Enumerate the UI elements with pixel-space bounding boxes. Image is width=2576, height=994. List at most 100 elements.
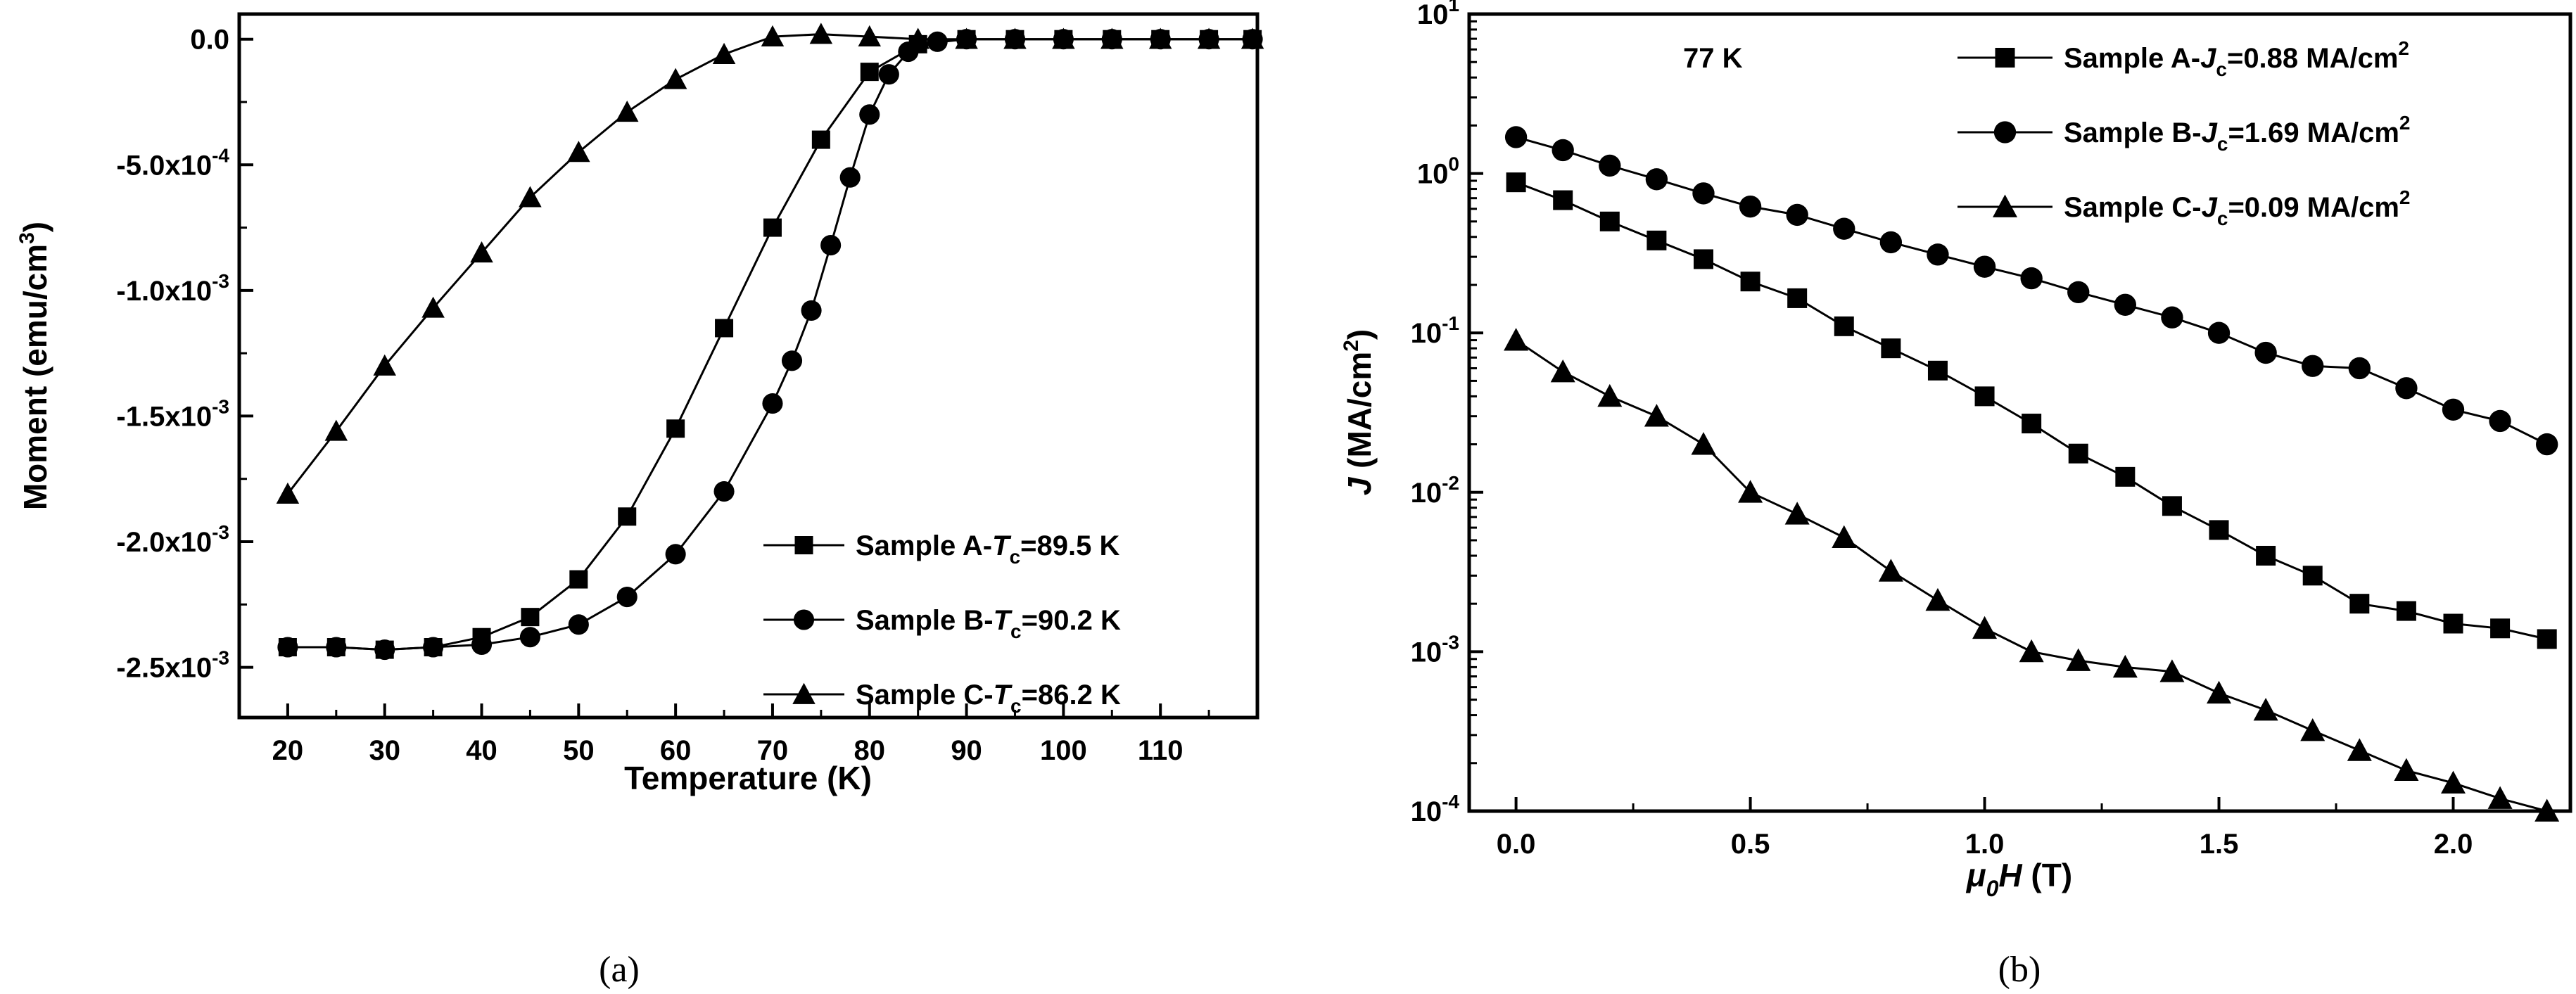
panel-b-y-tick-label: 10-1 [1411,312,1459,349]
panel-b-sample-b-point-2 [1599,154,1621,177]
panel-a-sample-c-point-6 [567,141,590,163]
panel-a-sample-b-point-14 [839,167,861,188]
panel-a-sample-c-point-10 [761,25,785,46]
panel-b-sample-a-point-6 [1787,288,1808,308]
panel-b-y-tick-label: 101 [1417,0,1459,30]
panel-b-sample-a-point-8 [1881,338,1901,359]
panel-b-sample-a-point-15 [2209,520,2229,540]
panel-b-x-tick-label: 2.0 [2434,829,2473,860]
panel-b-sample-a-point-13 [2115,466,2136,487]
panel-a-sample-c-point-7 [615,101,639,122]
panel-b-sample-c-point-14 [2159,659,2185,682]
legend-panel-b-sample-a-label: Sample A-Jc=0.88 MA/cm2 [2064,37,2409,80]
panel-a-x-tick-label: 110 [1138,735,1184,766]
panel-b-legend: Sample A-Jc=0.88 MA/cm2 Sample B-Jc=1.69 … [1958,37,2410,229]
panel-a-sample-c-point-13 [906,27,929,49]
panel-b-sample-b-point-15 [2207,321,2231,344]
panel-b-sample-c-point-11 [2019,639,2044,663]
legend-panel-b-sample-b-marker [1993,121,2017,144]
panel-b-sample-a-point-22 [2537,629,2557,649]
panel-b-sample-b-point-17 [2302,355,2324,377]
panel-b-sample-c-point-9 [1925,587,1950,611]
legend-panel-a-sample-a-marker [794,536,813,554]
panel-a-y-tick-label: 0.0 [190,25,229,56]
panel-a-sample-a-point-5 [521,608,540,627]
panel-a-y-tick-label: -1.5x10-3 [116,395,229,432]
panel-b-sample-c-point-18 [2347,738,2372,761]
panel-b-sample-c-point-21 [2487,786,2513,809]
panel-b-current-density-vs-field: 0.0 0.5 1.0 1.5 2.0 101 100 10-1 10-2 10-3 10-4 μ… [1340,0,2572,990]
panel-a-sample-c-point-4 [470,241,493,263]
panel-a-y-axis-label: Moment (emu/cm3) [15,222,53,510]
panel-b-plot-frame [1467,12,2572,813]
panel-b-sample-c-point-8 [1878,559,1903,582]
panel-a-y-tick-label: -5.0x10-4 [116,144,229,181]
panel-a-sample-b-point-10 [762,393,783,414]
panel-b-sample-b-point-19 [2395,377,2418,400]
panel-b-sample-c-point-2 [1597,383,1623,407]
panel-a-y-tick-label: -1.0x10-3 [116,270,229,307]
panel-b-y-tick-label: 10-2 [1411,472,1459,509]
panel-a-sample-c-point-14 [955,27,978,49]
panel-a-sample-b-point-3 [423,637,444,658]
panel-b-sample-c-point-5 [1738,480,1763,503]
panel-a-x-tick-label: 30 [369,735,400,766]
panel-b-sample-a-point-3 [1647,230,1667,250]
panel-b-sample-a-point-0 [1506,172,1526,193]
panel-a-sample-c-line [286,33,1253,495]
panel-b-sample-b-point-8 [1879,231,1903,254]
panel-b-sample-b-point-11 [2020,267,2043,290]
panel-b-sample-b-point-7 [1833,217,1855,240]
panel-a-sample-b-point-8 [665,544,686,565]
panel-a-x-tick-label: 40 [466,735,497,766]
panel-a-x-tick-label: 70 [757,735,789,766]
panel-a-sample-c-point-0 [276,482,300,504]
legend-panel-a-sample-a-label: Sample A-Tc=89.5 K [856,530,1119,568]
panel-a-sample-c-point-9 [712,42,736,64]
panel-b-sample-b-point-3 [1645,168,1668,191]
panel-b-y-tick-label: 10-3 [1411,631,1459,668]
legend-panel-b-sample-c-label: Sample C-Jc=0.09 MA/cm2 [2064,186,2410,229]
panel-b-sample-b-point-22 [2536,433,2558,456]
panel-a-x-tick-label: 50 [563,735,595,766]
legend-panel-b-sample-b-label: Sample B-Jc=1.69 MA/cm2 [2064,112,2410,155]
panel-b-series-layer [1504,126,2560,822]
panel-b-sample-a-point-17 [2302,566,2323,586]
panel-b-sample-a-point-19 [2396,601,2416,621]
panel-a-sample-b-point-7 [616,587,637,608]
legend-panel-a-sample-b-marker [793,609,815,630]
panel-b-y-axis-label: J (MA/cm2) [1340,329,1378,496]
panel-b-sample-a-point-2 [1599,211,1620,231]
legend-panel-b-sample-c-marker [1993,194,2017,217]
panel-a-sample-b-point-11 [781,350,803,371]
panel-b-sample-a-point-1 [1553,190,1573,210]
legend-panel-a-sample-c-marker [792,682,816,704]
panel-a-x-tick-label: 90 [951,735,982,766]
panel-a-sample-a-point-10 [763,218,782,237]
panel-b-sample-c-line [1515,339,2548,813]
panel-a-sample-b-point-6 [568,614,589,635]
panel-a-series-layer [276,23,1264,661]
panel-b-sample-a-point-16 [2256,545,2276,566]
panel-a-sample-c-point-19 [1197,27,1221,49]
panel-b-sample-b-point-0 [1504,126,1528,148]
panel-b-sample-a-point-21 [2490,618,2511,639]
panel-a-sample-a-point-8 [666,419,685,438]
panel-b-sample-c-point-7 [1832,525,1857,549]
panel-b-x-tick-label: 1.5 [2200,829,2239,860]
legend-panel-b-sample-a-marker [1995,48,2015,68]
panel-a-sample-c-point-8 [664,68,687,89]
panel-a-y-axis: 0.0 -5.0x10-4 -1.0x10-3 -1.5x10-3 -2.0x10-3 -… [116,25,253,684]
panel-a-y-tick-label: -2.5x10-3 [116,647,229,684]
panel-b-sample-a-point-9 [1927,360,1948,381]
panel-a-x-tick-label: 80 [854,735,886,766]
panel-b-sample-a-point-7 [1834,316,1854,336]
panel-b-sample-b-point-20 [2442,398,2465,421]
panel-b-sample-b-point-10 [1973,255,1996,278]
panel-b-sample-a-point-5 [1740,272,1760,292]
panel-a-sample-b-point-15 [859,104,880,125]
panel-b-sample-b-point-21 [2489,409,2511,433]
panel-b-sample-a-point-11 [2022,414,2042,434]
panel-a-sample-a-point-6 [569,570,588,589]
